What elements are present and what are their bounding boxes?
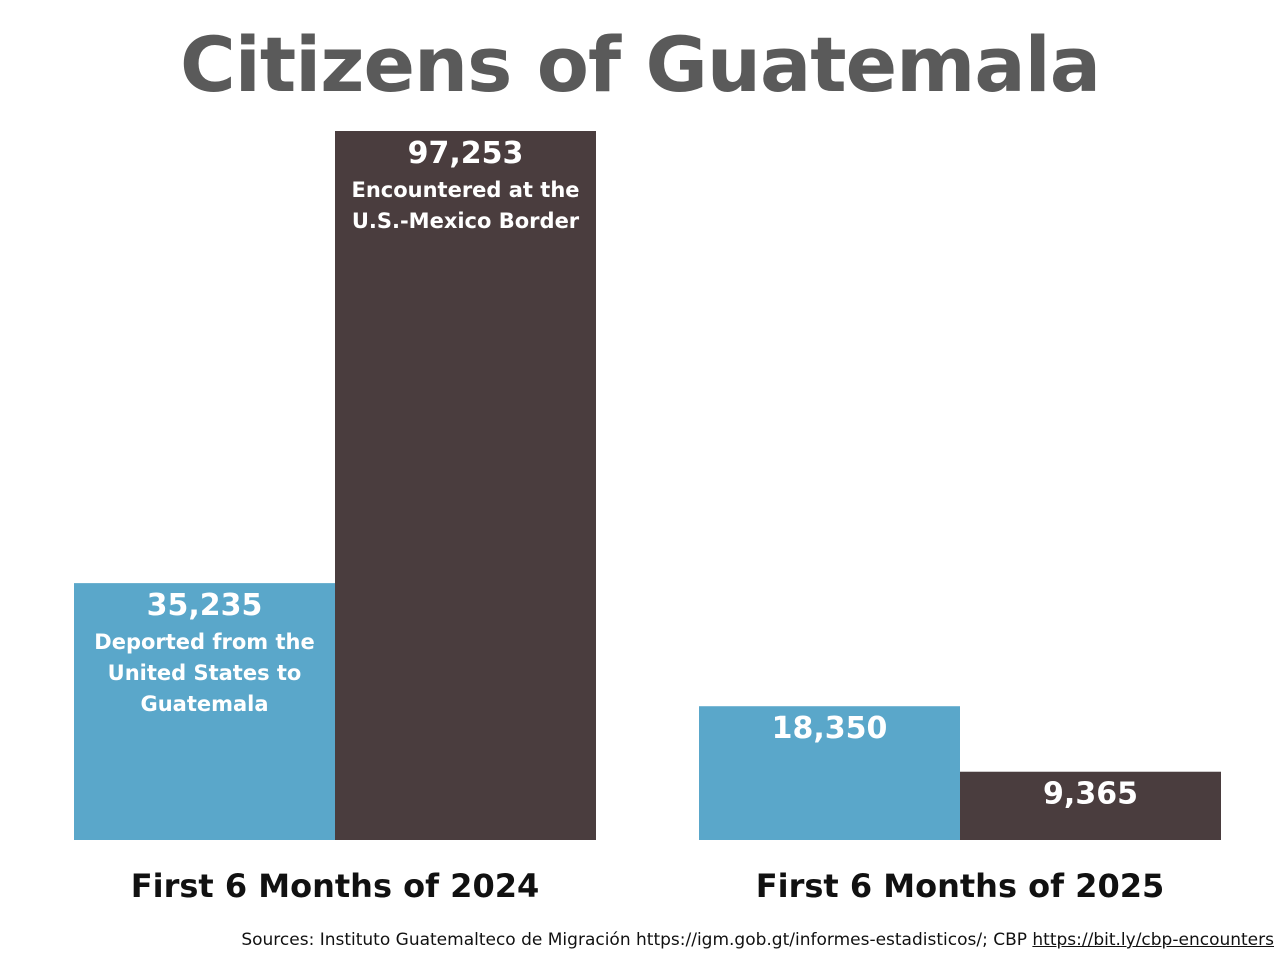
- cbp-link[interactable]: https://bit.ly/cbp-encounters: [1032, 930, 1274, 950]
- value-label: 18,350: [772, 711, 888, 746]
- category-label: First 6 Months of 2024: [131, 867, 539, 905]
- bar-1-1: [74, 583, 335, 840]
- category-label: First 6 Months of 2025: [756, 867, 1164, 905]
- bar-2-2: [960, 771, 1221, 840]
- chart-title: Citizens of Guatemala: [180, 20, 1101, 109]
- value-label: 9,365: [1043, 777, 1138, 812]
- series-label: U.S.-Mexico Border: [352, 209, 580, 233]
- value-label: 35,235: [147, 588, 263, 623]
- series-label: Deported from the: [94, 630, 314, 654]
- value-label: 97,253: [408, 136, 524, 171]
- series-label: United States to: [108, 661, 302, 685]
- bar-1-2: [699, 706, 960, 840]
- series-label: Encountered at the: [351, 178, 579, 202]
- sources-note: Sources: Instituto Guatemalteco de Migra…: [241, 930, 1274, 950]
- sources-text: Sources: Instituto Guatemalteco de Migra…: [241, 930, 1033, 950]
- series-label: Guatemala: [140, 692, 268, 716]
- bar-2-1: [335, 131, 596, 840]
